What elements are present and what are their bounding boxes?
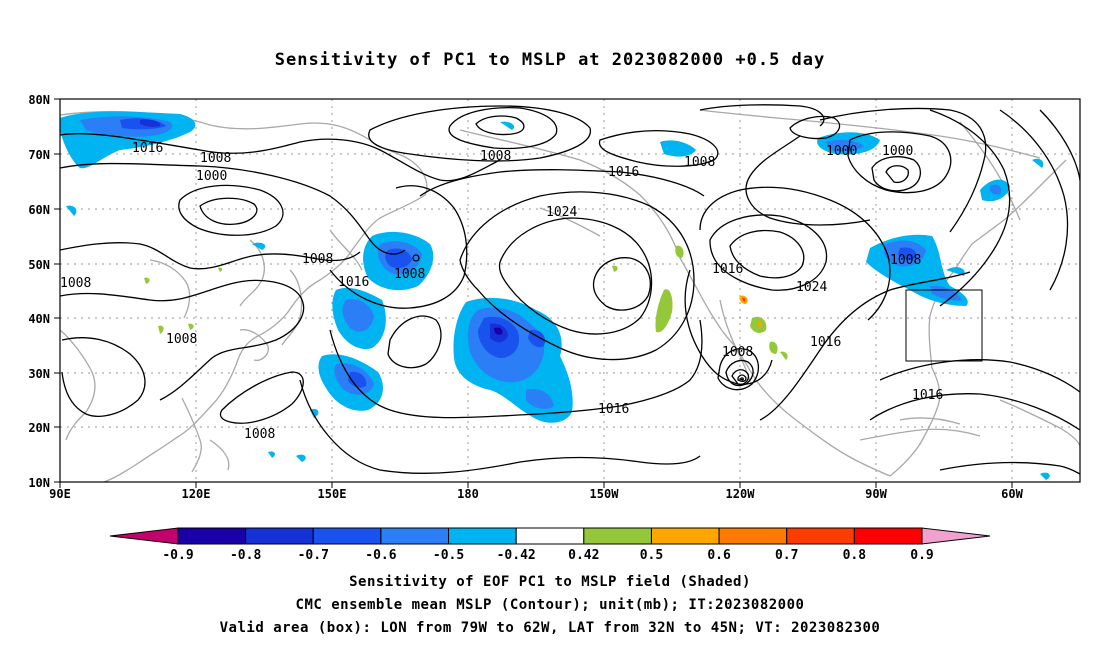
contour-label: 1024 — [546, 205, 577, 220]
colorbar-tick-label: -0.6 — [365, 548, 396, 563]
contour-labels: 1016 1008 1000 1008 1016 1024 1008 1000 … — [60, 141, 943, 442]
map-title: Sensitivity of PC1 to MSLP at 2023082000… — [274, 50, 826, 70]
pressure-center-marker — [412, 254, 420, 262]
plot-frame — [59, 98, 1081, 483]
lat-label: 30N — [28, 367, 50, 381]
contour-label: 1016 — [810, 335, 841, 350]
colorbar-left-arrow — [109, 527, 179, 545]
colorbar-tick-label: 0.8 — [843, 548, 867, 563]
lon-label: 150W — [590, 487, 620, 501]
coastlines — [60, 109, 1080, 482]
contour-label: 1008 — [722, 345, 753, 360]
contour-label: 1008 — [60, 276, 91, 291]
colorbar-tick-label: 0.7 — [775, 548, 798, 563]
colorbar-tick-label: -0.42 — [497, 548, 536, 563]
caption-line-2: CMC ensemble mean MSLP (Contour); unit(m… — [295, 597, 805, 613]
contour-label: 1008 — [244, 427, 275, 442]
contour-label: 1008 — [302, 252, 333, 267]
contour-label: 1008 — [480, 149, 511, 164]
lon-label: 150E — [318, 487, 347, 501]
caption-line-3: Valid area (box): LON from 79W to 62W, L… — [219, 620, 881, 636]
mslp-contours — [60, 104, 1080, 475]
axis-ticks — [54, 98, 1013, 488]
colorbar-tick-label: 0.42 — [568, 548, 599, 563]
contour-label: 1016 — [338, 275, 369, 290]
lon-label: 90E — [49, 487, 71, 501]
contour-label: 1008 — [890, 253, 921, 268]
sensitivity-shading — [60, 111, 1050, 480]
colorbar-labels: -0.9 -0.8 -0.7 -0.6 -0.5 -0.42 0.42 0.5 0.6 0.7 0.… — [162, 548, 933, 563]
lat-label: 10N — [28, 476, 50, 490]
colorbar-segment — [583, 527, 652, 545]
colorbar-tick-label: -0.5 — [433, 548, 464, 563]
lon-label: 60W — [1001, 487, 1023, 501]
colorbar-segment — [515, 527, 585, 545]
contour-label: 1016 — [912, 388, 943, 403]
colorbar — [109, 527, 991, 545]
lat-label: 50N — [28, 258, 50, 272]
lon-label: 180 — [457, 487, 479, 501]
colorbar-segment — [718, 527, 788, 545]
contour-label: 1016 — [598, 402, 629, 417]
longitude-labels: 90E 120E 150E 180 150W 120W 90W 60W — [49, 487, 1023, 501]
contour-label: 1024 — [796, 280, 827, 295]
valid-area-box — [905, 289, 983, 362]
colorbar-segment — [650, 527, 720, 545]
caption-line-1: Sensitivity of EOF PC1 to MSLP field (Sh… — [349, 574, 751, 590]
latitude-labels: 80N 70N 60N 50N 40N 30N 20N 10N — [28, 93, 50, 490]
contour-label: 1016 — [608, 165, 639, 180]
colorbar-tick-label: -0.7 — [298, 548, 329, 563]
colorbar-tick-label: 0.6 — [707, 548, 731, 563]
lon-label: 90W — [865, 487, 887, 501]
contour-label: 1000 — [882, 144, 913, 159]
contour-label: 1000 — [826, 144, 857, 159]
lat-label: 40N — [28, 312, 50, 326]
colorbar-tick-label: -0.9 — [162, 548, 193, 563]
contour-label: 1008 — [166, 332, 197, 347]
contour-label: 1016 — [132, 141, 163, 156]
colorbar-segment — [245, 527, 314, 545]
contour-label: 1016 — [712, 262, 743, 277]
colorbar-segment — [448, 527, 517, 545]
lat-label: 70N — [28, 148, 50, 162]
colorbar-segment — [312, 527, 382, 545]
colorbar-segment — [853, 527, 923, 545]
lat-label: 80N — [28, 93, 50, 107]
colorbar-segment — [786, 527, 855, 545]
lon-label: 120W — [726, 487, 756, 501]
colorbar-segment — [177, 527, 247, 545]
lat-label: 60N — [28, 203, 50, 217]
colorbar-right-arrow — [921, 527, 991, 545]
contour-label: 1008 — [200, 151, 231, 166]
lat-label: 20N — [28, 421, 50, 435]
contour-label: 1008 — [684, 155, 715, 170]
colorbar-tick-label: 0.9 — [910, 548, 933, 563]
contour-label: 1000 — [196, 169, 227, 184]
colorbar-segment — [380, 527, 450, 545]
colorbar-tick-label: -0.8 — [230, 548, 261, 563]
lon-label: 120E — [182, 487, 211, 501]
contour-label: 1008 — [394, 267, 425, 282]
colorbar-tick-label: 0.5 — [640, 548, 663, 563]
